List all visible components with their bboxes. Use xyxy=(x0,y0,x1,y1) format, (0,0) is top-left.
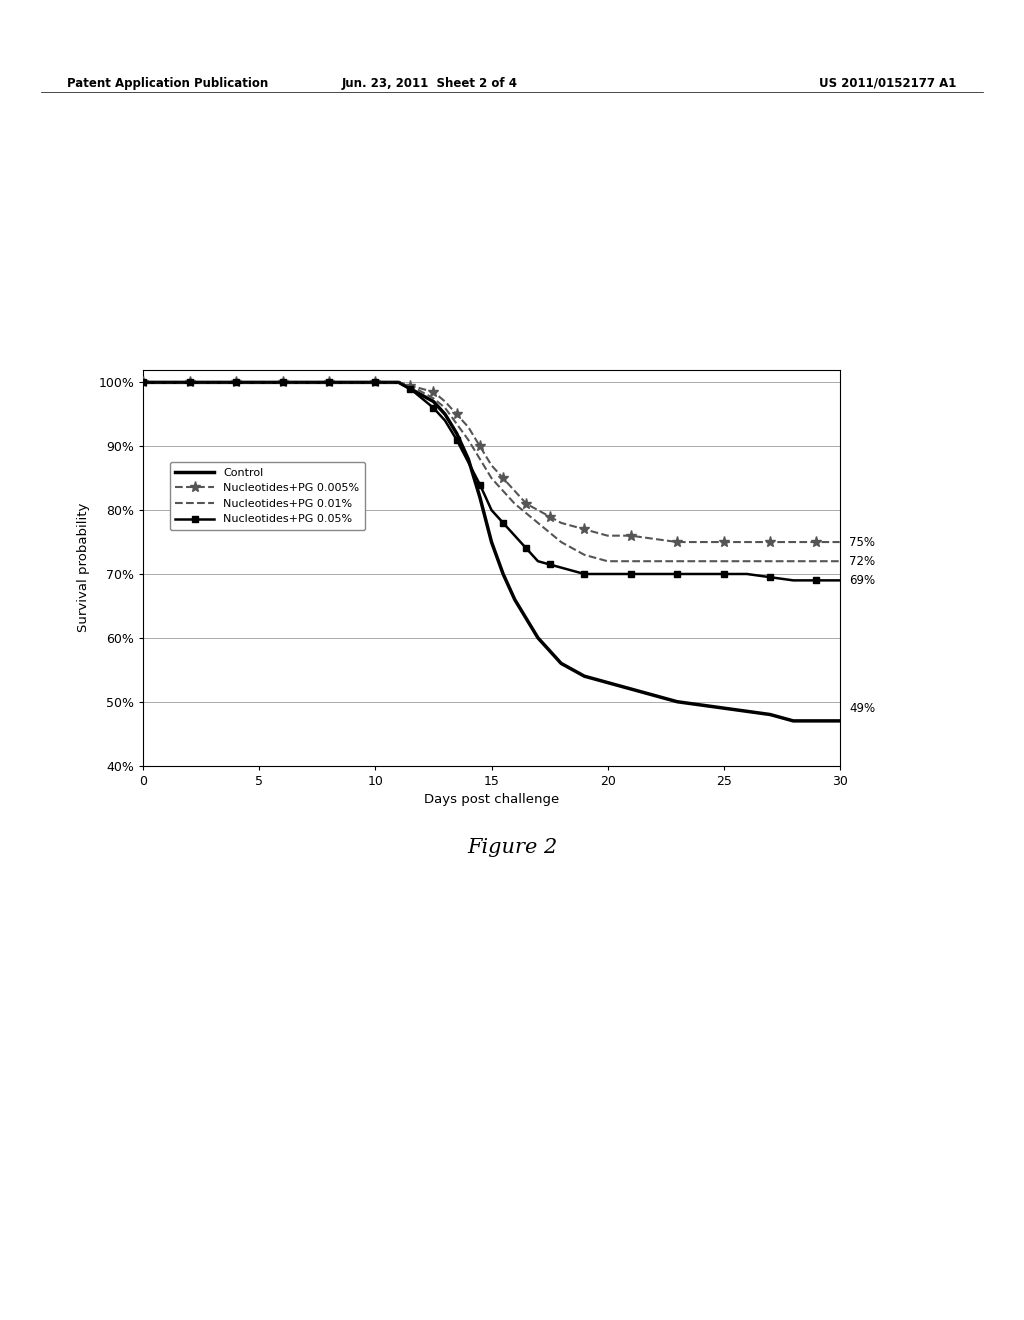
Text: Figure 2: Figure 2 xyxy=(467,838,557,857)
Text: 75%: 75% xyxy=(849,536,874,549)
Legend: Control, Nucleotides+PG 0.005%, Nucleotides+PG 0.01%, Nucleotides+PG 0.05%: Control, Nucleotides+PG 0.005%, Nucleoti… xyxy=(170,462,365,531)
Text: US 2011/0152177 A1: US 2011/0152177 A1 xyxy=(819,77,956,90)
Y-axis label: Survival probability: Survival probability xyxy=(77,503,90,632)
Text: Patent Application Publication: Patent Application Publication xyxy=(67,77,268,90)
Text: 49%: 49% xyxy=(849,702,876,714)
Text: 69%: 69% xyxy=(849,574,876,587)
Text: 72%: 72% xyxy=(849,554,876,568)
Text: Jun. 23, 2011  Sheet 2 of 4: Jun. 23, 2011 Sheet 2 of 4 xyxy=(342,77,518,90)
X-axis label: Days post challenge: Days post challenge xyxy=(424,793,559,807)
